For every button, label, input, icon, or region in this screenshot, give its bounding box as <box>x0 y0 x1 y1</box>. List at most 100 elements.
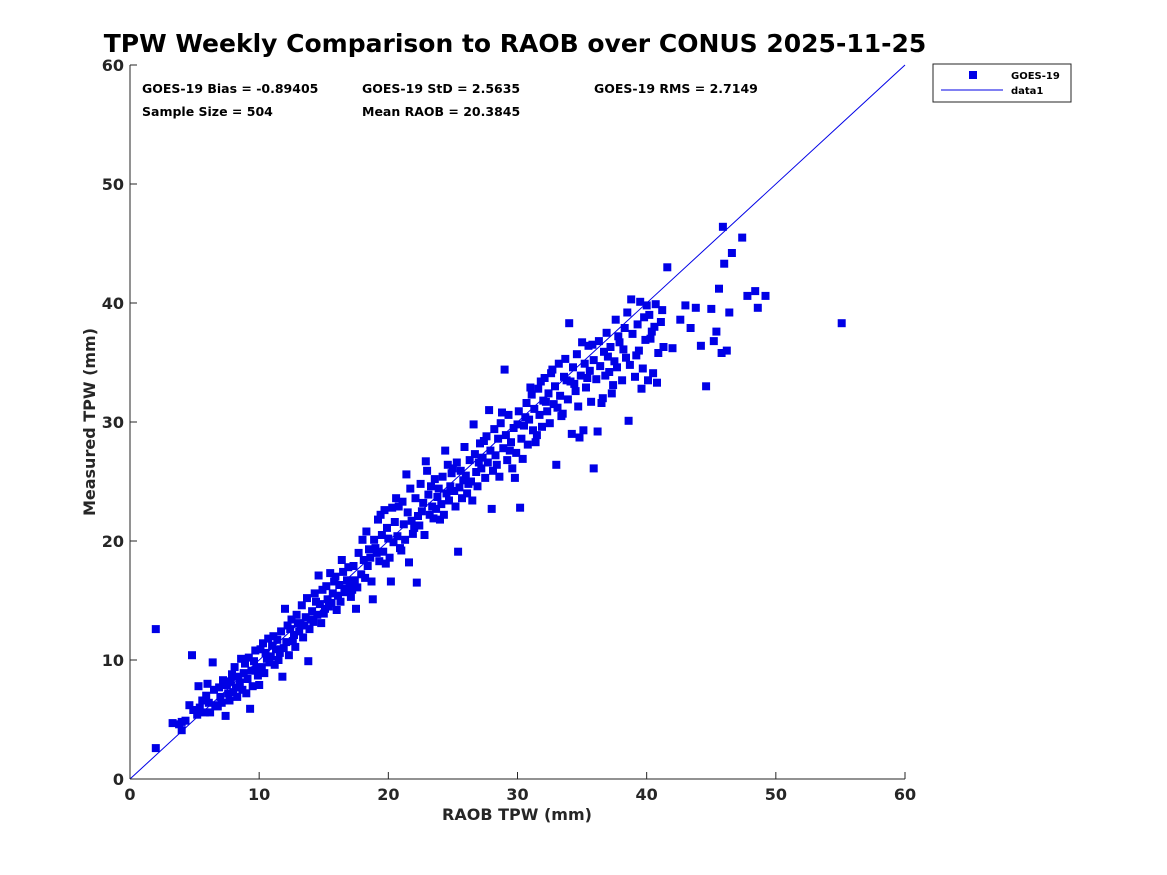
scatter-point <box>396 544 404 553</box>
scatter-point <box>575 433 584 442</box>
scatter-point <box>641 335 650 344</box>
scatter-point <box>676 315 685 324</box>
scatter-point <box>495 472 504 481</box>
stat-sample-size: Sample Size = 504 <box>142 104 273 119</box>
scatter-point <box>539 396 548 405</box>
scatter-point <box>613 363 621 372</box>
x-tick-label: 10 <box>248 785 270 804</box>
scatter-point <box>353 583 362 592</box>
x-axis-ticks: 0 10 20 30 40 50 60 <box>124 772 916 804</box>
scatter-point <box>593 427 602 436</box>
scatter-point <box>718 222 727 231</box>
y-axis-ticks: 0 10 20 30 40 50 60 <box>102 56 137 789</box>
scatter-point <box>398 497 407 506</box>
scatter-point <box>279 644 288 653</box>
scatter-point <box>215 683 224 692</box>
scatter-point <box>508 464 517 473</box>
scatter-point <box>221 711 230 720</box>
scatter-point <box>168 719 177 728</box>
scatter-point <box>647 327 656 336</box>
scatter-point <box>622 353 630 362</box>
scatter-point <box>467 477 475 486</box>
scatter-point <box>569 363 577 372</box>
scatter-point <box>606 343 615 351</box>
scatter-point <box>458 494 466 503</box>
scatter-point <box>565 319 574 328</box>
scatter-point <box>634 346 643 355</box>
scatter-point <box>696 341 705 350</box>
scatter-point <box>419 498 428 507</box>
scatter-point <box>492 460 501 469</box>
scatter-point <box>505 446 514 455</box>
scatter-point <box>632 351 641 360</box>
scatter-point <box>603 352 612 361</box>
y-tick-label: 10 <box>102 651 124 670</box>
stat-std: GOES-19 StD = 2.5635 <box>362 81 520 96</box>
legend-label-goes19: GOES-19 <box>1011 71 1060 82</box>
scatter-point <box>553 403 562 412</box>
scatter-point <box>217 698 226 707</box>
scatter-point <box>414 512 422 520</box>
scatter-point <box>194 682 203 691</box>
scatter-point <box>344 563 353 572</box>
scatter-point <box>210 685 218 694</box>
y-tick-label: 20 <box>102 532 124 551</box>
scatter-point <box>204 698 213 707</box>
scatter-point <box>229 688 238 697</box>
scatter-point <box>623 308 632 317</box>
scatter-point <box>277 627 286 636</box>
scatter-point <box>352 604 360 613</box>
scatter-point <box>527 390 536 399</box>
scatter-point <box>503 456 512 465</box>
y-axis-label: Measured TPW (mm) <box>80 328 99 516</box>
scatter-point <box>628 329 637 338</box>
x-tick-label: 20 <box>377 785 399 804</box>
scatter-point <box>477 464 486 473</box>
scatter-point <box>230 663 239 672</box>
scatter-point <box>485 406 494 415</box>
scatter-point <box>490 425 499 434</box>
scatter-point <box>411 494 420 503</box>
scatter-point <box>332 606 341 614</box>
scatter-point <box>651 300 660 309</box>
scatter-point <box>646 334 655 343</box>
scatter-point <box>362 527 371 536</box>
scatter-point <box>237 654 246 663</box>
scatter-point <box>761 291 770 300</box>
scatter-point <box>686 324 695 332</box>
scatter-point <box>753 303 762 312</box>
scatter-point <box>291 642 300 651</box>
scatter-point <box>501 431 510 440</box>
x-tick-label: 30 <box>506 785 528 804</box>
scatter-point <box>189 706 198 714</box>
scatter-point <box>406 484 415 493</box>
scatter-point <box>339 567 348 576</box>
scatter-point <box>578 338 587 347</box>
scatter-point <box>529 426 537 435</box>
scatter-point <box>417 507 426 516</box>
scatter-point <box>640 313 649 322</box>
scatter-point <box>430 475 439 484</box>
scatter-point <box>572 350 581 359</box>
scatter-point <box>297 601 306 610</box>
scatter-point <box>322 582 331 591</box>
scatter-point <box>248 682 257 691</box>
scatter-point <box>522 399 531 407</box>
scatter-point <box>253 671 262 680</box>
scatter-point <box>442 489 451 498</box>
scatter-point <box>295 627 304 636</box>
scatter-point <box>438 472 447 481</box>
scatter-point <box>224 689 233 698</box>
scatter-point <box>563 395 572 404</box>
scatter-point <box>659 343 668 351</box>
scatter-point <box>540 374 549 382</box>
scatter-point <box>654 349 663 357</box>
scatter-markers <box>151 222 846 753</box>
scatter-point <box>374 515 382 524</box>
scatter-point <box>441 446 450 455</box>
scatter-point <box>618 376 627 385</box>
scatter-point <box>368 595 377 604</box>
scatter-point <box>596 362 605 371</box>
scatter-point <box>372 548 381 557</box>
scatter-point <box>200 708 209 717</box>
